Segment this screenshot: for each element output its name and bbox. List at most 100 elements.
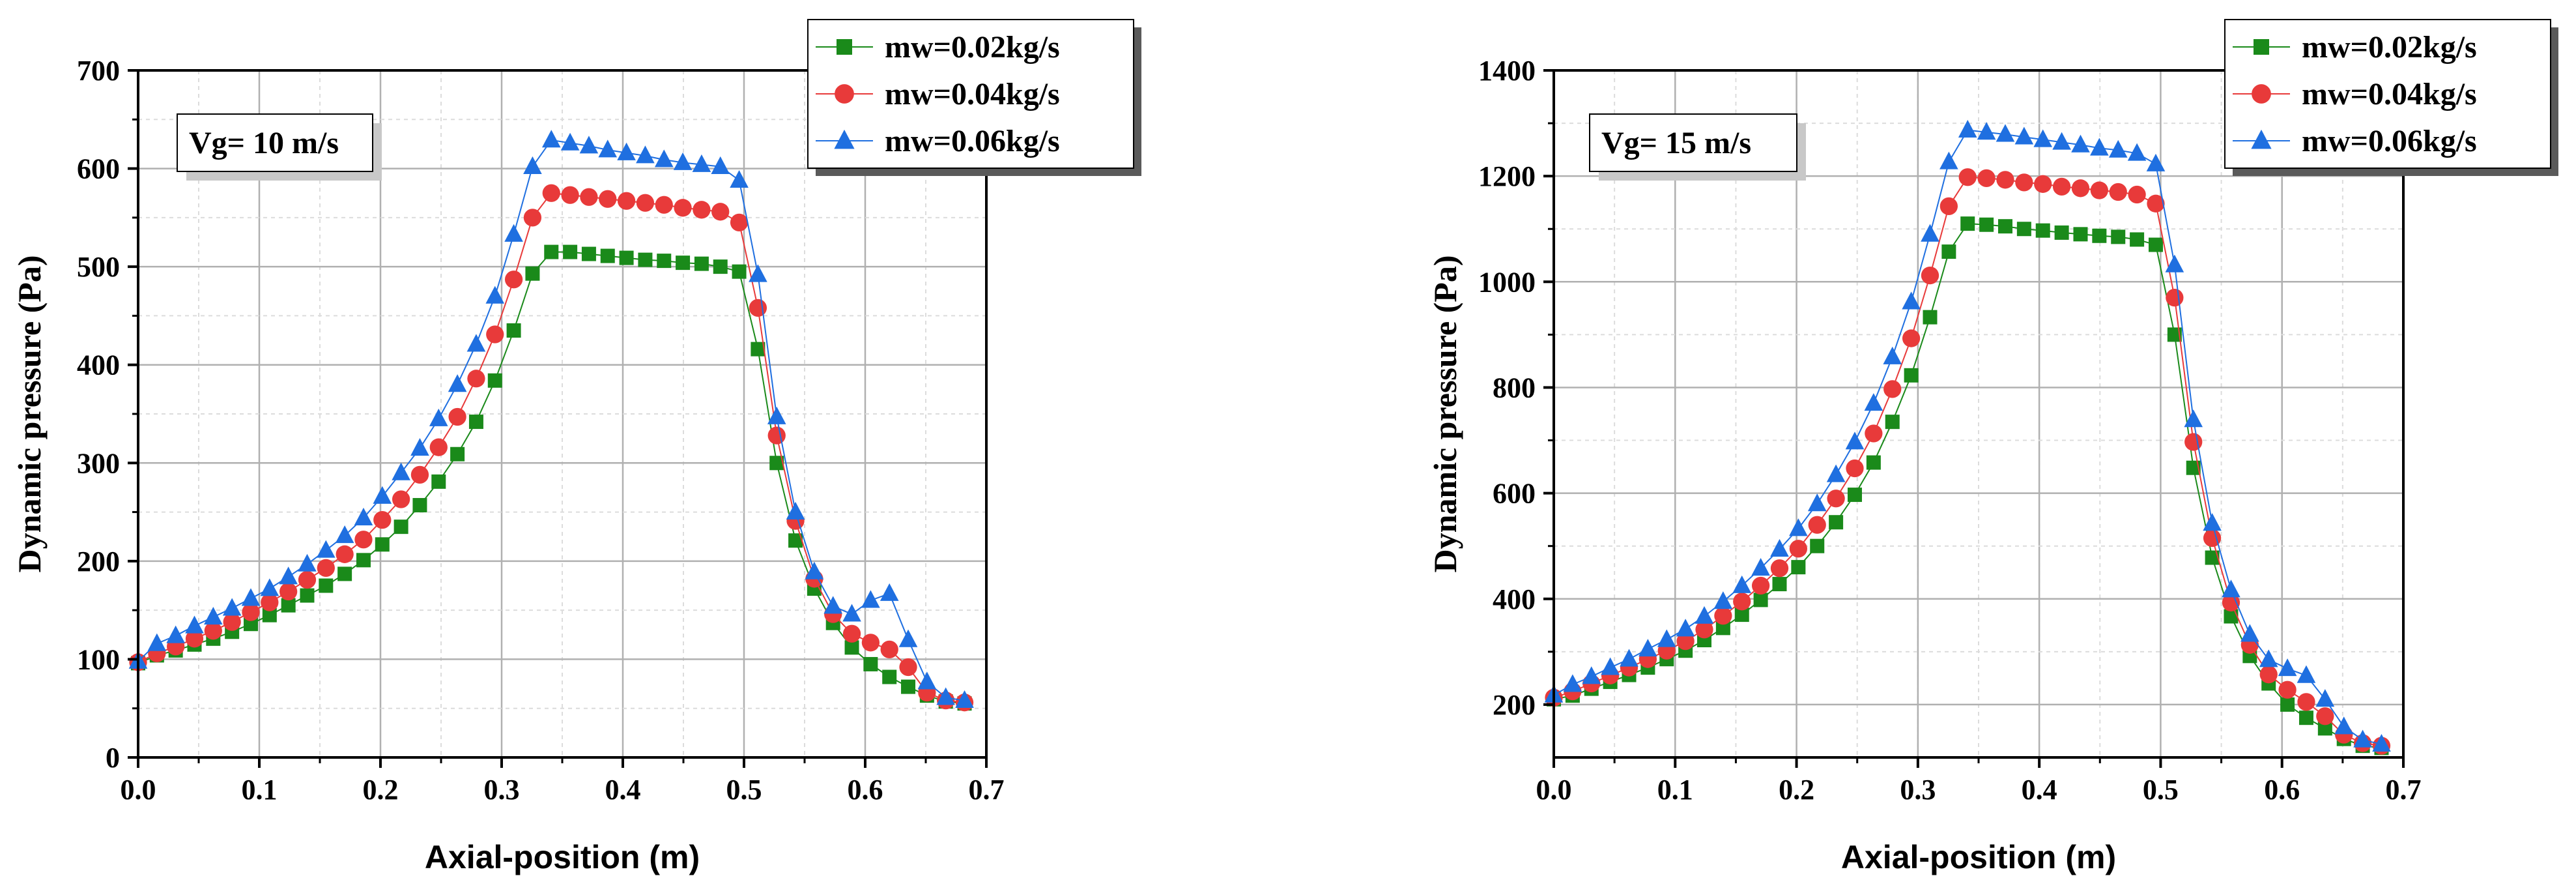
y-tick-label: 600 [77, 153, 120, 185]
data-point [1753, 593, 1768, 608]
data-point [749, 264, 767, 282]
data-point [2014, 126, 2034, 145]
y-tick-label: 200 [1493, 689, 1536, 721]
data-point [467, 370, 485, 388]
data-point [2073, 227, 2088, 242]
data-point [1714, 607, 1732, 625]
x-tick-label: 0.6 [2264, 774, 2300, 806]
data-point [410, 438, 429, 456]
data-point [354, 531, 373, 549]
data-point [1715, 621, 1730, 636]
data-point [1902, 329, 1921, 347]
data-point [1810, 538, 1825, 553]
data-point [2205, 550, 2220, 565]
data-point [2052, 132, 2071, 150]
data-point [936, 687, 955, 705]
data-point [786, 501, 805, 520]
data-point [223, 613, 241, 631]
data-point [1826, 464, 1846, 482]
x-tick-label: 0.4 [605, 774, 641, 806]
data-point [2203, 529, 2222, 548]
data-point [523, 156, 542, 174]
data-point [1996, 124, 2015, 142]
x-tick-label: 0.2 [363, 774, 399, 806]
data-point [1770, 538, 1789, 557]
x-tick-label: 0.3 [484, 774, 520, 806]
y-axis-title: Dynamic pressure (Pa) [1427, 256, 1463, 573]
data-point [713, 259, 728, 274]
data-point [617, 142, 636, 160]
data-point [317, 540, 336, 558]
data-point [580, 188, 598, 206]
data-point [899, 658, 917, 677]
data-point [1941, 244, 1956, 259]
data-point [243, 617, 258, 632]
data-point [2298, 710, 2313, 725]
data-point [842, 624, 861, 643]
data-point [1904, 368, 1919, 383]
data-point [429, 408, 448, 426]
data-point [2297, 693, 2315, 711]
data-point [466, 334, 486, 352]
data-point [600, 248, 615, 263]
data-point [769, 456, 784, 471]
data-point [2111, 229, 2126, 244]
series-mw=0.02kg/s [131, 244, 972, 711]
data-point [693, 201, 711, 219]
data-point [468, 415, 483, 430]
data-point [1866, 455, 1881, 470]
y-tick-label: 600 [1493, 478, 1536, 510]
data-point [241, 588, 261, 606]
data-point [504, 271, 523, 289]
data-point [1582, 666, 1601, 684]
data-point [262, 608, 277, 622]
data-point [619, 250, 634, 265]
data-point [542, 184, 560, 202]
data-point [373, 510, 392, 529]
data-point [2222, 593, 2240, 612]
data-point [711, 156, 730, 174]
series-mw=0.04kg/s [129, 184, 974, 712]
data-point [2035, 223, 2050, 238]
data-point [279, 582, 298, 601]
data-point [1695, 621, 1713, 639]
data-point [410, 465, 429, 484]
data-point [1563, 674, 1582, 692]
data-point [335, 525, 354, 544]
data-point [560, 132, 580, 151]
legend-marker [2251, 129, 2272, 149]
data-point [654, 149, 674, 168]
data-point [185, 615, 204, 634]
data-point [1791, 560, 1806, 575]
data-point [823, 596, 843, 614]
data-point [2315, 689, 2335, 707]
data-point [674, 199, 692, 217]
data-point [1770, 559, 1789, 578]
data-point [2222, 579, 2240, 598]
data-point [863, 656, 878, 671]
legend-marker [2254, 39, 2269, 55]
data-point [617, 192, 636, 210]
data-point [2165, 254, 2184, 272]
data-point [242, 603, 260, 621]
data-point [1845, 432, 1865, 450]
data-point [412, 498, 427, 513]
y-axis-title: Dynamic pressure (Pa) [11, 256, 48, 573]
data-point [1657, 629, 1676, 647]
data-point [1601, 657, 1620, 675]
data-point [204, 622, 222, 640]
data-point [673, 152, 693, 170]
data-point [1695, 606, 1714, 624]
data-point [2278, 658, 2297, 677]
data-point [2224, 609, 2239, 624]
legend-marker [2252, 84, 2271, 104]
data-point [638, 252, 653, 267]
data-point [317, 559, 335, 578]
data-point [861, 634, 880, 652]
data-point [1846, 459, 1864, 478]
data-point [260, 578, 279, 596]
chart-panel-1: 0.0 0.1 0.2 0.3 0.4 0.5 0.6 0.7 0 100 200 300 400 500… [11, 19, 1141, 875]
data-point [1885, 415, 1900, 430]
data-point [1979, 217, 1994, 232]
annotation-label: Vg= 15 m/s [1601, 126, 1751, 160]
